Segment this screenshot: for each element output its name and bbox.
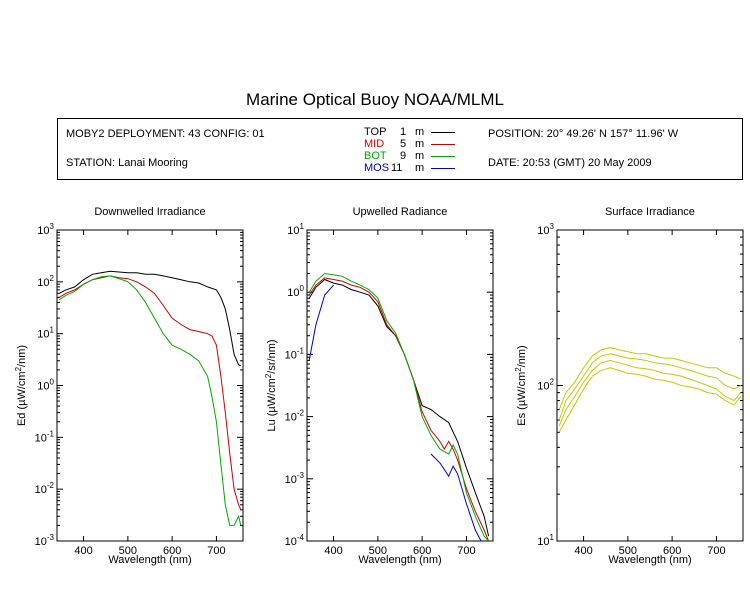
legend-unit-mid: m [415,138,425,150]
legend-depth-bot: 9 [400,150,407,162]
lu-x-tick-label: 500 [369,545,387,557]
lu-x-tick-label: 600 [413,545,431,557]
legend-label-bot: BOT [364,150,387,162]
ed-plot-frame [56,229,244,542]
ed-x-tick-label: 600 [163,545,181,557]
ed-y-tick-label: 10-2 [35,481,55,496]
lu-series-top [308,278,490,537]
ed-y-tick-label: 101 [37,326,54,341]
lu-series-mos [308,284,334,361]
lu-y-tick-label: 10-1 [285,346,305,361]
legend-unit-mos: m [415,162,425,174]
legend-depth-top: 1 [400,126,407,138]
es-series-trace-1 [558,347,742,410]
legend-line-bot [431,156,455,157]
lu-y-tick-label: 10-3 [285,471,305,486]
es-series-group [558,347,742,433]
es-x-tick-label: 400 [574,545,592,557]
lu-panel-title: Upwelled Radiance [353,206,448,218]
es-panel-title: Surface Irradiance [605,206,695,218]
lu-series-mos [430,453,482,541]
legend-unit-bot: m [415,150,425,162]
es-x-tick-label: 600 [663,545,681,557]
lu-series-mid [308,277,490,541]
lu-series-bot [308,272,489,541]
es-x-axis-label: Wavelength (nm) [608,554,691,566]
position-text: POSITION: 20° 49.26' N 157° 11.96' W [488,128,679,140]
legend-label-top: TOP [364,126,387,138]
legend-line-mid [431,144,455,145]
es-y-tick-label: 101 [537,533,554,548]
legend-label-mos: MOS [364,162,390,174]
ed-x-tick-label: 400 [74,545,92,557]
deployment-text: MOBY2 DEPLOYMENT: 43 CONFIG: 01 [66,128,265,140]
ed-panel-title: Downwelled Irradiance [94,206,205,218]
ed-x-tick-label: 500 [119,545,137,557]
page-title: Marine Optical Buoy NOAA/MLML [246,90,504,109]
lu-x-tick-label: 700 [457,545,475,557]
lu-y-axis-label: Lu (µW/cm2/sr/nm) [264,339,278,431]
ed-x-axis-label: Wavelength (nm) [108,554,191,566]
lu-plot-frame [306,229,494,542]
ed-y-tick-label: 10-1 [35,429,55,444]
lu-y-tick-label: 10-2 [285,409,305,424]
info-box: MOBY2 DEPLOYMENT: 43 CONFIG: 01 STATION:… [57,118,743,180]
date-text: DATE: 20:53 (GMT) 20 May 2009 [488,157,652,169]
es-series-trace-4 [558,367,742,433]
ed-y-tick-label: 10-3 [35,533,55,548]
lu-y-tick-label: 100 [287,284,304,299]
es-y-tick-label: 102 [537,378,554,393]
lu-x-tick-label: 400 [324,545,342,557]
ed-x-tick-label: 700 [207,545,225,557]
legend-line-mos [431,168,455,169]
es-series-trace-3 [558,359,742,427]
ed-series-top [58,270,241,367]
es-x-tick-label: 700 [707,545,725,557]
legend-line-top [431,132,455,133]
legend-depth-mid: 5 [400,138,407,150]
ed-y-tick-label: 102 [37,274,54,289]
es-x-tick-label: 500 [619,545,637,557]
legend-unit-top: m [415,126,425,138]
ed-y-tick-label: 103 [37,222,54,237]
ed-y-axis-label: Ed (µW/cm2/nm) [14,345,28,426]
legend-depth-mos: 11 [391,162,403,174]
ed-y-tick-label: 100 [37,378,54,393]
lu-y-tick-label: 10-4 [285,533,305,548]
es-y-axis-label: Es (µW/cm2/nm) [514,345,528,425]
es-series-trace-2 [558,353,742,421]
ed-series-bot [58,275,242,526]
lu-x-axis-label: Wavelength (nm) [358,554,441,566]
es-y-tick-label: 103 [537,222,554,237]
ed-series-group [58,270,242,526]
legend-label-mid: MID [364,138,385,150]
lu-series-group [308,272,490,541]
es-plot-frame [556,229,744,542]
lu-y-tick-label: 101 [287,222,304,237]
station-text: STATION: Lanai Mooring [66,157,188,169]
